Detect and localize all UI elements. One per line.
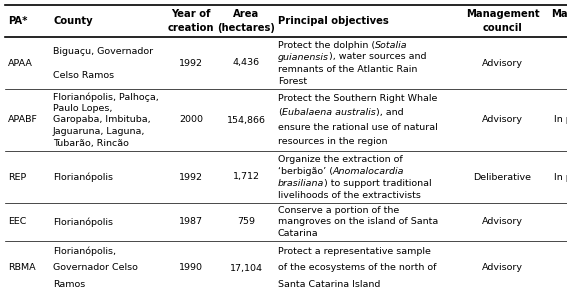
Text: Protect the dolphin (: Protect the dolphin (: [278, 41, 375, 50]
Text: Management: Management: [466, 9, 539, 19]
Text: 1987: 1987: [179, 217, 203, 226]
Text: APAA: APAA: [8, 58, 33, 67]
Text: Advisory: Advisory: [482, 217, 523, 226]
Text: Protect a representative sample: Protect a representative sample: [278, 247, 431, 256]
Text: ) to support traditional: ) to support traditional: [324, 179, 432, 187]
Text: ‘berbigão’ (: ‘berbigão’ (: [278, 166, 333, 175]
Text: 2000: 2000: [179, 115, 203, 124]
Text: Florianópolis: Florianópolis: [53, 172, 113, 182]
Text: (: (: [278, 108, 282, 117]
Text: 154,866: 154,866: [226, 115, 265, 124]
Text: 1,712: 1,712: [232, 173, 260, 181]
Text: REP: REP: [8, 173, 26, 181]
Text: resources in the region: resources in the region: [278, 137, 387, 146]
Text: 1990: 1990: [179, 264, 203, 272]
Text: In preparation: In preparation: [554, 115, 567, 124]
Text: Florianópolis, Palhoça,: Florianópolis, Palhoça,: [53, 92, 159, 102]
Text: 17,104: 17,104: [230, 264, 263, 272]
Text: Protect the Southern Right Whale: Protect the Southern Right Whale: [278, 94, 437, 103]
Text: Florianópolis: Florianópolis: [53, 217, 113, 227]
Text: of the ecosystems of the north of: of the ecosystems of the north of: [278, 264, 437, 272]
Text: Organize the extraction of: Organize the extraction of: [278, 154, 403, 164]
Text: Eubalaena australis: Eubalaena australis: [282, 108, 375, 117]
Text: Conserve a portion of the: Conserve a portion of the: [278, 206, 399, 215]
Text: In preparation: In preparation: [554, 173, 567, 181]
Text: Florianópolis,: Florianópolis,: [53, 247, 116, 256]
Text: ensure the rational use of natural: ensure the rational use of natural: [278, 123, 438, 132]
Text: Garopaba, Imbituba,: Garopaba, Imbituba,: [53, 115, 151, 124]
Text: APABF: APABF: [8, 115, 38, 124]
Text: EEC: EEC: [8, 217, 27, 226]
Text: (hectares): (hectares): [217, 23, 275, 33]
Text: mangroves on the island of Santa: mangroves on the island of Santa: [278, 217, 438, 226]
Text: Celso Ramos: Celso Ramos: [53, 71, 114, 79]
Text: council: council: [483, 23, 522, 33]
Text: guianensis: guianensis: [278, 52, 329, 62]
Text: Anomalocardia: Anomalocardia: [333, 166, 404, 175]
Text: 1992: 1992: [179, 58, 203, 67]
Text: Year of: Year of: [171, 9, 211, 19]
Text: remnants of the Atlantic Rain: remnants of the Atlantic Rain: [278, 65, 417, 73]
Text: Advisory: Advisory: [482, 264, 523, 272]
Text: Tubarão, Rincão: Tubarão, Rincão: [53, 139, 129, 148]
Text: PA*: PA*: [8, 16, 28, 26]
Text: 1992: 1992: [179, 173, 203, 181]
Text: Forest: Forest: [278, 77, 307, 86]
Text: ), water sources and: ), water sources and: [329, 52, 426, 62]
Text: ), and: ), and: [375, 108, 403, 117]
Text: Paulo Lopes,: Paulo Lopes,: [53, 104, 112, 113]
Text: RBMA: RBMA: [8, 264, 36, 272]
Text: Principal objectives: Principal objectives: [278, 16, 389, 26]
Text: Advisory: Advisory: [482, 115, 523, 124]
Text: Jaguaruna, Laguna,: Jaguaruna, Laguna,: [53, 127, 145, 136]
Text: Sotalia: Sotalia: [375, 41, 408, 50]
Text: Advisory: Advisory: [482, 58, 523, 67]
Text: Ramos: Ramos: [53, 280, 85, 288]
Text: livelihoods of the extractivists: livelihoods of the extractivists: [278, 190, 421, 200]
Text: Deliberative: Deliberative: [473, 173, 531, 181]
Text: County: County: [53, 16, 92, 26]
Text: Management: Management: [551, 9, 567, 19]
Text: Governador Celso: Governador Celso: [53, 264, 138, 272]
Text: 759: 759: [237, 217, 255, 226]
Text: Santa Catarina Island: Santa Catarina Island: [278, 280, 380, 288]
Text: Area: Area: [233, 9, 259, 19]
Text: brasiliana: brasiliana: [278, 179, 324, 187]
Text: 4,436: 4,436: [232, 58, 260, 67]
Text: Biguaçu, Governador: Biguaçu, Governador: [53, 46, 153, 56]
Text: Catarina: Catarina: [278, 229, 319, 238]
Text: creation: creation: [168, 23, 214, 33]
